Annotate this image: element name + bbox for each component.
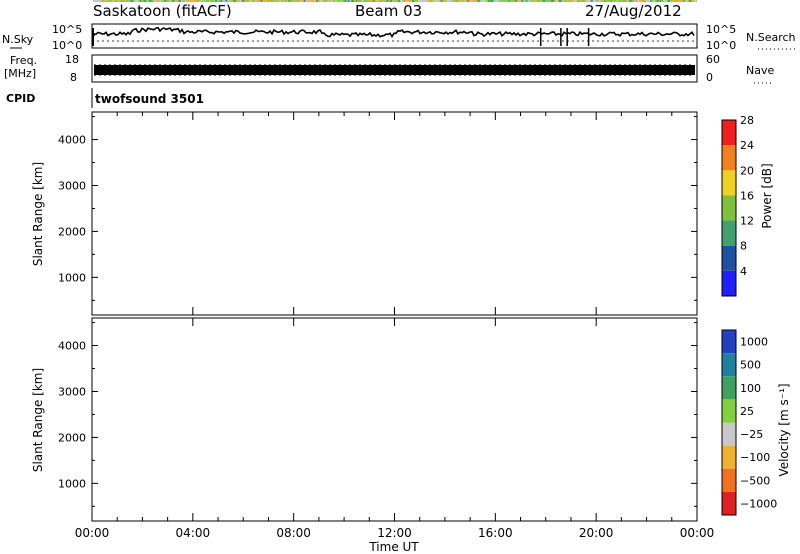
noise-tick-left-bottom: 10^0 xyxy=(52,39,82,52)
colorbar-segment xyxy=(722,195,736,221)
nsky-label: N.Sky xyxy=(2,33,34,46)
colorbar-segment xyxy=(722,270,736,296)
colorbar-tick-label: −100 xyxy=(740,451,770,464)
station-title: Saskatoon (fitACF) xyxy=(93,2,232,20)
freq-trace-texture xyxy=(94,64,691,76)
colorbar-tick-label: 20 xyxy=(740,164,754,177)
x-tick-label: 00:00 xyxy=(680,526,715,540)
colorbar-tick-label: 24 xyxy=(740,139,754,152)
beam-title: Beam 03 xyxy=(355,2,422,20)
power-colorbar: 4 8 12 16 20 24 28 xyxy=(721,114,754,297)
colorbar-segment xyxy=(722,245,736,271)
colorbar-tick-label: 4 xyxy=(740,265,747,278)
power-colorbar-label: Power [dB] xyxy=(760,163,774,228)
y-tick-label: 1000 xyxy=(58,271,86,284)
velocity-panel-frame xyxy=(91,317,698,522)
colorbar-segment xyxy=(722,353,736,377)
cpid-label: CPID xyxy=(6,92,35,105)
y-tick-label: 3000 xyxy=(58,179,86,192)
colorbar-frame xyxy=(721,329,737,516)
velocity-colorbar: 1000 500 100 25 −25 −100 −500 −1000 xyxy=(721,329,777,516)
colorbar-tick-label: −1000 xyxy=(740,497,777,510)
colorbar-segment xyxy=(722,120,736,146)
cpid-value: twofsound 3501 xyxy=(95,92,204,106)
freq-label: Freq. xyxy=(10,54,37,67)
y-tick-label: 2000 xyxy=(58,225,86,238)
y-tick-label: 4000 xyxy=(58,134,86,147)
colorbar-tick-label: 8 xyxy=(740,240,747,253)
colorbar-segment xyxy=(722,220,736,246)
colorbar-segment xyxy=(722,376,736,400)
colorbar-segment xyxy=(722,422,736,446)
colorbar-segment xyxy=(722,445,736,469)
colorbar-tick-label: 16 xyxy=(740,189,754,202)
noise-tick-right-bottom: 10^0 xyxy=(706,39,736,52)
velocity-colorbar-label: Velocity [m s⁻¹] xyxy=(777,383,791,476)
colorbar-segment xyxy=(722,330,736,354)
colorbar-segment xyxy=(722,399,736,423)
y-tick-label: 1000 xyxy=(58,477,86,490)
x-tick-label: 04:00 xyxy=(176,526,211,540)
freq-tick-bottom: 8 xyxy=(70,71,77,84)
velocity-y-axis: 1000 2000 3000 4000 xyxy=(58,322,697,507)
freq-units: [MHz] xyxy=(4,67,36,80)
colorbar-tick-label: 12 xyxy=(740,215,754,228)
freq-tick-top: 18 xyxy=(65,53,79,66)
noise-tick-left-top: 10^5 xyxy=(52,23,82,36)
velocity-heatmap xyxy=(93,0,697,2)
noise-line xyxy=(93,26,695,39)
colorbar-frame xyxy=(721,119,737,297)
noise-tick-right-top: 10^5 xyxy=(706,23,736,36)
colorbar-segment xyxy=(722,491,736,515)
colorbar-tick-label: 1000 xyxy=(740,336,768,349)
power-ylabel: Slant Range [km] xyxy=(31,162,45,266)
colorbar-tick-label: 500 xyxy=(740,359,761,372)
freq-panel xyxy=(91,54,698,83)
colorbar-tick-label: −500 xyxy=(740,474,770,487)
colorbar-tick-label: 28 xyxy=(740,114,754,127)
x-tick-label: 12:00 xyxy=(377,526,412,540)
power-panel-frame xyxy=(91,111,698,316)
velocity-ylabel: Slant Range [km] xyxy=(31,368,45,472)
nsearch-label: N.Search xyxy=(746,31,796,44)
noise-trace xyxy=(92,26,697,46)
colorbar-tick-label: −25 xyxy=(740,428,763,441)
x-tick-label: 00:00 xyxy=(75,526,110,540)
colorbar-tick-label: 25 xyxy=(740,405,754,418)
x-tick-label: 16:00 xyxy=(478,526,513,540)
xlabel: Time UT xyxy=(368,540,419,554)
colorbar-segment xyxy=(722,468,736,492)
y-tick-label: 3000 xyxy=(58,385,86,398)
y-tick-label: 2000 xyxy=(58,431,86,444)
x-tick-label: 20:00 xyxy=(579,526,614,540)
colorbar-segment xyxy=(722,170,736,196)
nave-label: Nave xyxy=(746,64,774,77)
x-tick-label: 08:00 xyxy=(276,526,311,540)
nave-tick-top: 60 xyxy=(706,53,720,66)
noise-panel xyxy=(91,23,698,49)
colorbar-tick-label: 100 xyxy=(740,382,761,395)
power-y-axis: 1000 2000 3000 4000 xyxy=(58,116,697,301)
date-title: 27/Aug/2012 xyxy=(585,2,682,20)
time-axis: 00:00 04:00 08:00 12:00 16:00 20:00 00:00 xyxy=(75,112,715,540)
y-tick-label: 4000 xyxy=(58,340,86,353)
colorbar-segment xyxy=(722,145,736,171)
nave-tick-bottom: 0 xyxy=(706,71,713,84)
